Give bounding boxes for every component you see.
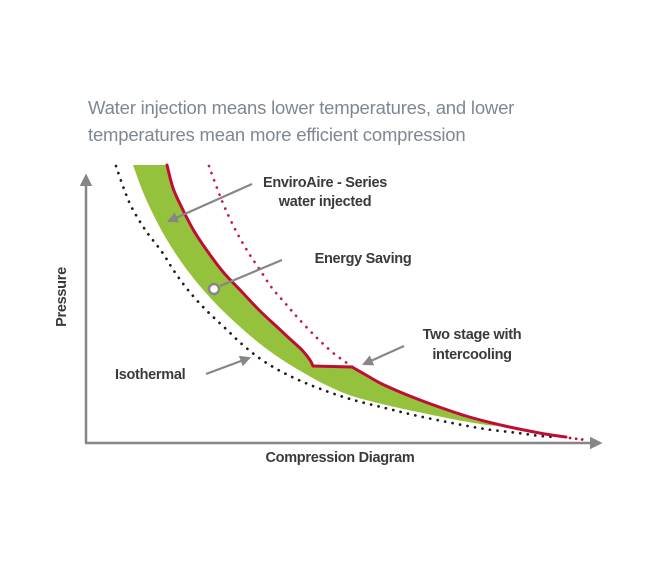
headline-line-2: temperatures mean more efficient compres… xyxy=(88,124,465,145)
two-stage-label-line-1: Two stage with xyxy=(423,327,522,343)
curve-enviroaire-lower xyxy=(350,365,568,439)
two-stage-arrow xyxy=(361,344,405,366)
energy-saving-circle-marker xyxy=(207,282,221,296)
enviroaire-label-line-2: water injected xyxy=(278,194,372,210)
two-stage-label-line-2: intercooling xyxy=(432,347,511,363)
headline-line-1: Water injection means lower temperatures… xyxy=(88,97,514,118)
curve-intercooling-step xyxy=(311,364,354,369)
enviroaire-label-line-1: EnviroAire - Series xyxy=(263,175,387,191)
energy-saving-leader-line xyxy=(219,258,283,288)
isothermal-arrow xyxy=(205,355,252,376)
curve-curve-tail xyxy=(568,436,588,442)
curve-enviroaire-upper xyxy=(165,163,315,368)
curve-isothermal xyxy=(114,164,558,439)
region-energy-saving xyxy=(133,165,497,426)
x-axis-label: Compression Diagram xyxy=(265,450,414,466)
y-axis-label: Pressure xyxy=(54,267,70,327)
curves-layer xyxy=(114,163,588,442)
enviroaire-arrow xyxy=(166,182,253,223)
energy-saving-label: Energy Saving xyxy=(315,251,412,267)
isothermal-label: Isothermal xyxy=(115,367,185,383)
curve-single-stage-dotted xyxy=(207,164,356,370)
